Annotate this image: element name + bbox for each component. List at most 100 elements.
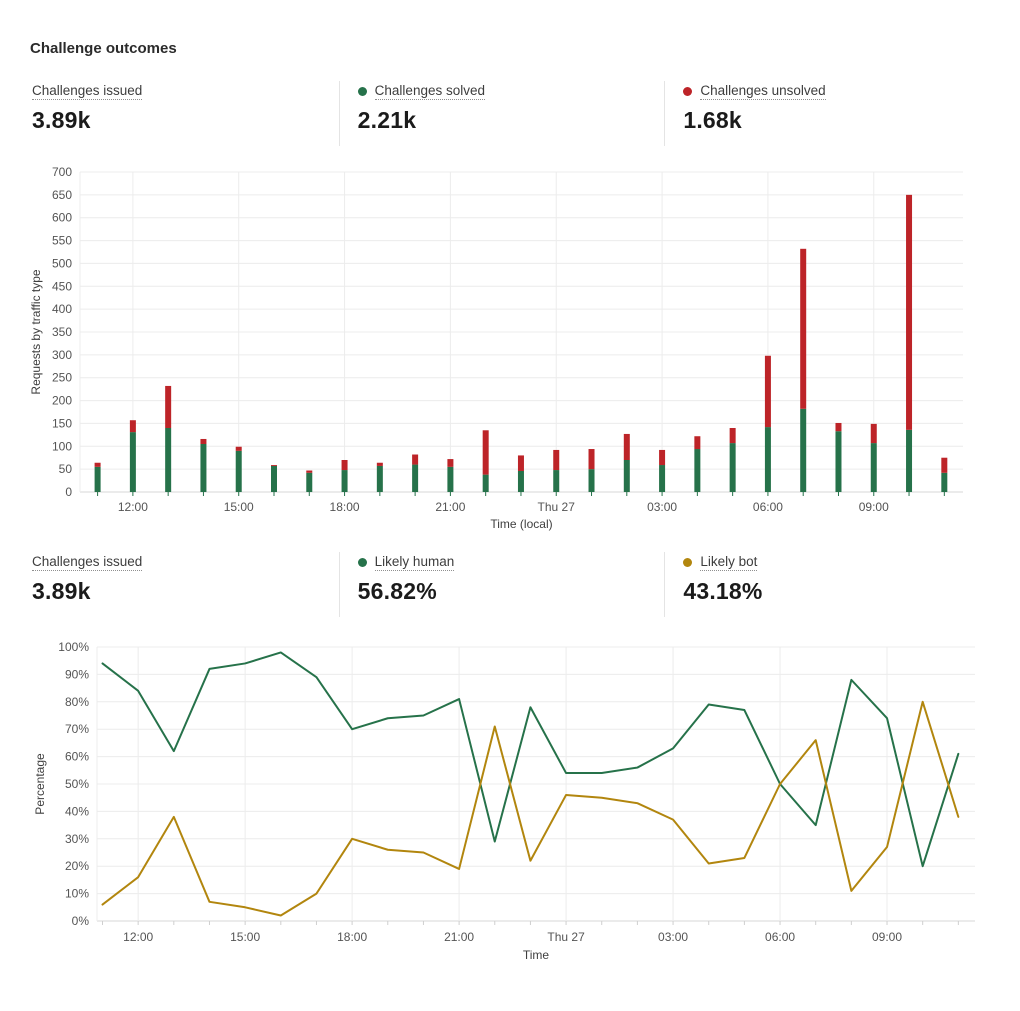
x-tick-label: 21:00 <box>435 500 465 514</box>
bar-solved[interactable] <box>447 466 454 492</box>
bar-solved[interactable] <box>870 443 877 492</box>
bar-solved[interactable] <box>200 444 207 492</box>
y-tick-label: 250 <box>52 371 72 385</box>
bar-solved[interactable] <box>129 432 136 492</box>
bar-unsolved[interactable] <box>447 459 454 467</box>
bar-unsolved[interactable] <box>729 428 736 444</box>
x-axis-title: Time (local) <box>490 517 552 531</box>
y-tick-label: 0% <box>72 914 90 928</box>
bar-unsolved[interactable] <box>517 455 524 471</box>
percentage-line-chart[interactable]: 0% 10% 20% 30% 40% 50% 60% 70% 80% 90% 100% 12:00 15… <box>30 633 990 969</box>
stat-label-challenges-solved[interactable]: Challenges solved <box>374 83 485 100</box>
bar-solved[interactable] <box>271 465 277 492</box>
y-tick-label: 90% <box>65 667 89 681</box>
bar-unsolved[interactable] <box>870 423 877 444</box>
x-tick-label: 18:00 <box>337 930 367 944</box>
bar-solved[interactable] <box>517 470 524 492</box>
y-tick-label: 100 <box>52 439 72 453</box>
y-tick-label: 50 <box>59 462 73 476</box>
stat-value-challenges-issued-2: 3.89k <box>32 578 91 604</box>
x-tick-label: 12:00 <box>123 930 153 944</box>
bar-unsolved[interactable] <box>694 436 701 450</box>
y-tick-label: 600 <box>52 211 72 225</box>
bar-unsolved[interactable] <box>482 430 489 475</box>
stats-row-challenges: Challenges issued 3.89k Challenges solve… <box>30 81 990 146</box>
bar-solved[interactable] <box>376 465 383 492</box>
bar-unsolved[interactable] <box>94 462 101 467</box>
bar-unsolved[interactable] <box>623 433 630 460</box>
x-axis-title: Time <box>523 948 550 962</box>
bar-solved[interactable] <box>235 450 242 492</box>
y-tick-label: 400 <box>52 302 72 316</box>
x-tick-label: 15:00 <box>224 500 254 514</box>
y-tick-label: 700 <box>52 165 72 179</box>
y-tick-label: 550 <box>52 234 72 248</box>
bar-unsolved[interactable] <box>271 465 277 466</box>
line-series-gold[interactable] <box>101 700 960 917</box>
y-tick-label: 20% <box>65 859 89 873</box>
bar-unsolved[interactable] <box>835 422 842 432</box>
bar-unsolved[interactable] <box>906 194 913 430</box>
x-tick-label: 18:00 <box>330 500 360 514</box>
bar-unsolved[interactable] <box>341 460 348 471</box>
bar-unsolved[interactable] <box>235 446 242 451</box>
bar-solved[interactable] <box>412 464 419 492</box>
bar-solved[interactable] <box>941 472 948 492</box>
bar-solved[interactable] <box>659 465 666 492</box>
bar-unsolved[interactable] <box>941 457 948 473</box>
bar-solved[interactable] <box>482 474 489 492</box>
stat-challenges-issued-2: Challenges issued 3.89k <box>30 552 339 617</box>
bar-solved[interactable] <box>623 460 630 492</box>
requests-by-traffic-type-bar-chart[interactable]: 0 50 100 150 200 250 300 350 400 450 500 550 600 650 7… <box>30 160 990 538</box>
bar-solved[interactable] <box>729 443 736 492</box>
bar-solved[interactable] <box>835 431 842 492</box>
bar-unsolved[interactable] <box>200 438 207 444</box>
y-tick-label: 30% <box>65 832 89 846</box>
bar-unsolved[interactable] <box>800 248 807 409</box>
stat-value-challenges-solved: 2.21k <box>357 107 417 133</box>
bar-unsolved[interactable] <box>764 355 771 428</box>
stat-label-challenges-issued-2[interactable]: Challenges issued <box>32 554 143 571</box>
stat-label-challenges-unsolved[interactable]: Challenges unsolved <box>700 83 826 100</box>
y-tick-label: 80% <box>65 695 89 709</box>
bar-solved[interactable] <box>764 427 771 492</box>
y-tick-label: 70% <box>65 722 89 736</box>
y-axis-title: Percentage <box>33 753 47 815</box>
bar-unsolved[interactable] <box>129 420 136 433</box>
bar-unsolved[interactable] <box>553 449 560 471</box>
stats-row-likelihood: Challenges issued 3.89k Likely human 56.… <box>30 552 990 617</box>
stat-value-challenges-issued: 3.89k <box>32 107 91 133</box>
x-tick-label: 03:00 <box>658 930 688 944</box>
bar-unsolved[interactable] <box>306 470 313 473</box>
bar-solved[interactable] <box>306 472 313 492</box>
bar-unsolved[interactable] <box>165 385 172 428</box>
bar-solved[interactable] <box>694 449 701 492</box>
x-tick-label: 15:00 <box>230 930 260 944</box>
line-series-green[interactable] <box>101 651 960 868</box>
bar-solved[interactable] <box>553 470 560 492</box>
bar-unsolved[interactable] <box>376 462 383 466</box>
bar-solved[interactable] <box>341 470 348 492</box>
solved-dot-icon <box>357 87 367 96</box>
bar-unsolved[interactable] <box>412 454 419 465</box>
stat-value-challenges-unsolved: 1.68k <box>683 107 742 133</box>
x-tick-label: Thu 27 <box>538 500 576 514</box>
stat-label-likely-human[interactable]: Likely human <box>374 554 455 571</box>
y-tick-label: 200 <box>52 394 72 408</box>
stat-label-likely-bot[interactable]: Likely bot <box>700 554 758 571</box>
bar-solved[interactable] <box>906 429 913 492</box>
x-tick-label: 06:00 <box>765 930 795 944</box>
stat-challenges-solved: Challenges solved 2.21k <box>338 81 665 146</box>
likely-human-dot-icon <box>357 558 367 567</box>
bar-solved[interactable] <box>165 428 172 492</box>
stat-label-challenges-issued[interactable]: Challenges issued <box>32 83 143 100</box>
x-tick-label: Thu 27 <box>547 930 585 944</box>
bar-unsolved[interactable] <box>588 449 595 470</box>
y-tick-label: 10% <box>65 887 89 901</box>
x-tick-label: 03:00 <box>647 500 677 514</box>
bar-solved[interactable] <box>800 408 807 492</box>
bar-solved[interactable] <box>94 466 101 492</box>
stat-value-likely-human: 56.82% <box>357 578 437 604</box>
bar-unsolved[interactable] <box>659 449 666 466</box>
bar-solved[interactable] <box>588 469 595 492</box>
